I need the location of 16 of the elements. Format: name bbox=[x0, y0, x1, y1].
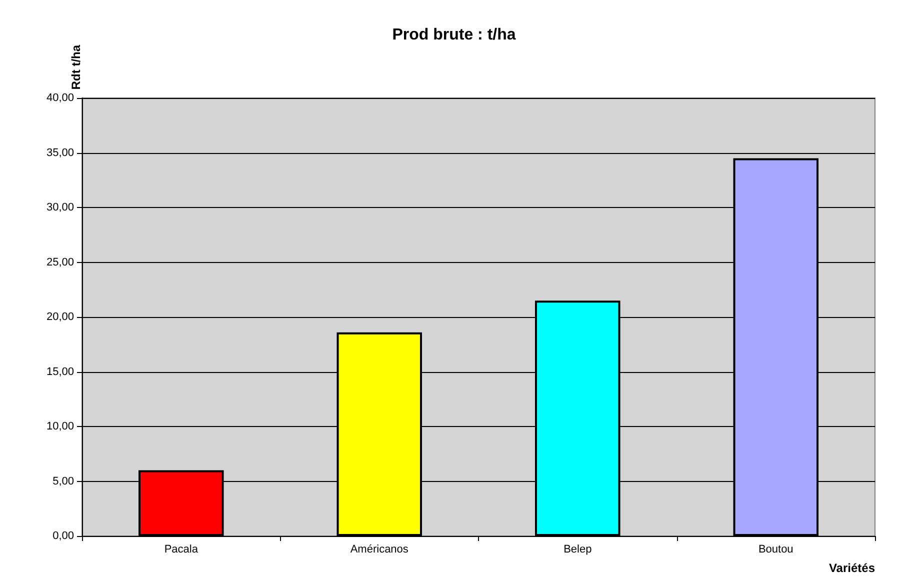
y-tick-label: 25,00 bbox=[46, 256, 74, 268]
y-tick-label: 30,00 bbox=[46, 202, 74, 214]
x-tick-label: Belep bbox=[564, 544, 592, 556]
x-tick-label: Pacala bbox=[164, 544, 199, 556]
y-tick-label: 0,00 bbox=[52, 530, 74, 542]
y-tick-label: 10,00 bbox=[46, 420, 74, 432]
y-tick-label: 40,00 bbox=[46, 92, 74, 104]
x-tick-label: Américanos bbox=[350, 544, 409, 556]
y-axis-title: Rdt t/ha bbox=[69, 44, 83, 90]
chart-title: Prod brute : t/ha bbox=[392, 26, 516, 44]
x-tick-label: Boutou bbox=[758, 544, 794, 556]
y-tick-label: 20,00 bbox=[46, 311, 74, 323]
y-tick-label: 5,00 bbox=[52, 475, 74, 488]
x-axis-title: Variétés bbox=[828, 561, 876, 575]
y-tick-label: 35,00 bbox=[46, 146, 74, 159]
y-tick-label: 15,00 bbox=[46, 366, 74, 378]
